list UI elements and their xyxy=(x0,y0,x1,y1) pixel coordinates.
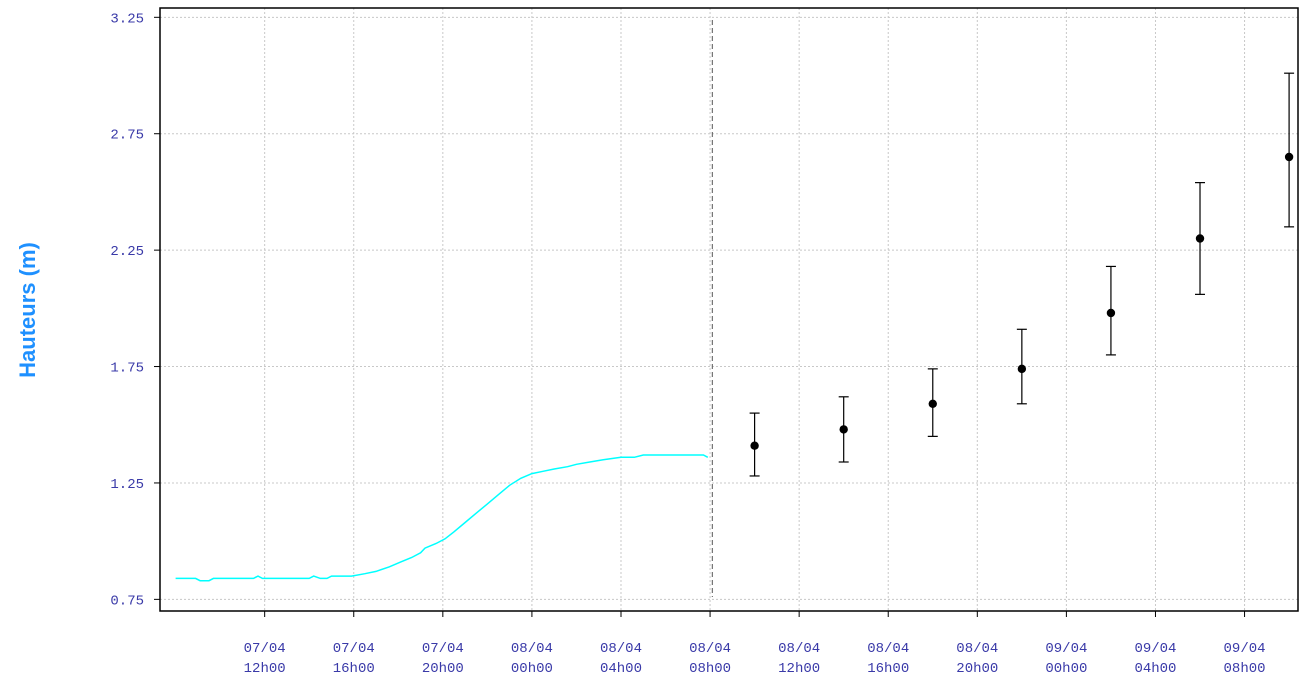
x-tick-label-time: 20h00 xyxy=(422,661,464,677)
x-tick-label-time: 04h00 xyxy=(600,661,642,677)
forecast-point xyxy=(838,396,849,463)
forecast-series xyxy=(749,72,1295,477)
x-tick-label-date: 08/04 xyxy=(511,641,553,657)
y-axis-ticks: 3.25 2.75 2.25 1.75 1.25 0.75 xyxy=(110,11,160,609)
forecast-point xyxy=(1284,72,1295,228)
forecast-dot xyxy=(750,441,759,450)
x-tick-label-time: 04h00 xyxy=(1134,661,1176,677)
forecast-point xyxy=(749,412,760,477)
forecast-dot xyxy=(1017,364,1027,374)
x-tick-label-date: 08/04 xyxy=(867,641,909,657)
x-tick-label-time: 20h00 xyxy=(956,661,998,677)
forecast-dot xyxy=(1284,152,1294,162)
forecast-point xyxy=(1105,265,1116,356)
y-tick-label: 1.25 xyxy=(110,477,144,493)
grid xyxy=(160,8,1298,611)
x-tick-label-date: 07/04 xyxy=(244,641,286,657)
y-tick-label: 3.25 xyxy=(110,11,144,27)
x-tick-label-time: 08h00 xyxy=(689,661,731,677)
observed-series xyxy=(175,454,709,582)
y-tick-label: 2.75 xyxy=(110,128,144,144)
x-tick-label-date: 08/04 xyxy=(778,641,820,657)
x-tick-label-date: 08/04 xyxy=(956,641,998,657)
x-tick-label-time: 08h00 xyxy=(1224,661,1266,677)
x-axis-ticks: 07/04 12h00 07/04 16h00 07/04 20h00 08/04 00h00… xyxy=(244,611,1266,677)
x-tick-label-date: 07/04 xyxy=(422,641,464,657)
forecast-dot xyxy=(1195,234,1205,243)
plot-frame xyxy=(159,7,1299,612)
x-tick-label-date: 07/04 xyxy=(333,641,375,657)
forecast-dot xyxy=(928,399,937,408)
x-tick-label-date: 08/04 xyxy=(689,641,731,657)
x-tick-label-time: 16h00 xyxy=(333,661,375,677)
forecast-dot xyxy=(839,425,848,434)
x-tick-label-time: 00h00 xyxy=(1045,661,1087,677)
x-tick-label-date: 09/04 xyxy=(1224,641,1266,657)
x-tick-label-time: 12h00 xyxy=(244,661,286,677)
x-tick-label-time: 12h00 xyxy=(778,661,820,677)
x-tick-label-date: 09/04 xyxy=(1134,641,1176,657)
forecast-point xyxy=(1195,182,1206,295)
y-tick-label: 2.25 xyxy=(110,244,144,260)
observed-line xyxy=(175,454,709,582)
x-tick-label-time: 00h00 xyxy=(511,661,553,677)
x-tick-label-time: 16h00 xyxy=(867,661,909,677)
x-tick-label-date: 08/04 xyxy=(600,641,642,657)
forecast-dot xyxy=(1106,308,1116,318)
y-axis-label: Hauteurs (m) xyxy=(15,242,40,378)
x-tick-label-date: 09/04 xyxy=(1045,641,1087,657)
forecast-point xyxy=(927,368,938,437)
y-tick-label: 1.75 xyxy=(110,361,144,377)
forecast-point xyxy=(1016,328,1027,405)
y-tick-label: 0.75 xyxy=(110,593,144,609)
